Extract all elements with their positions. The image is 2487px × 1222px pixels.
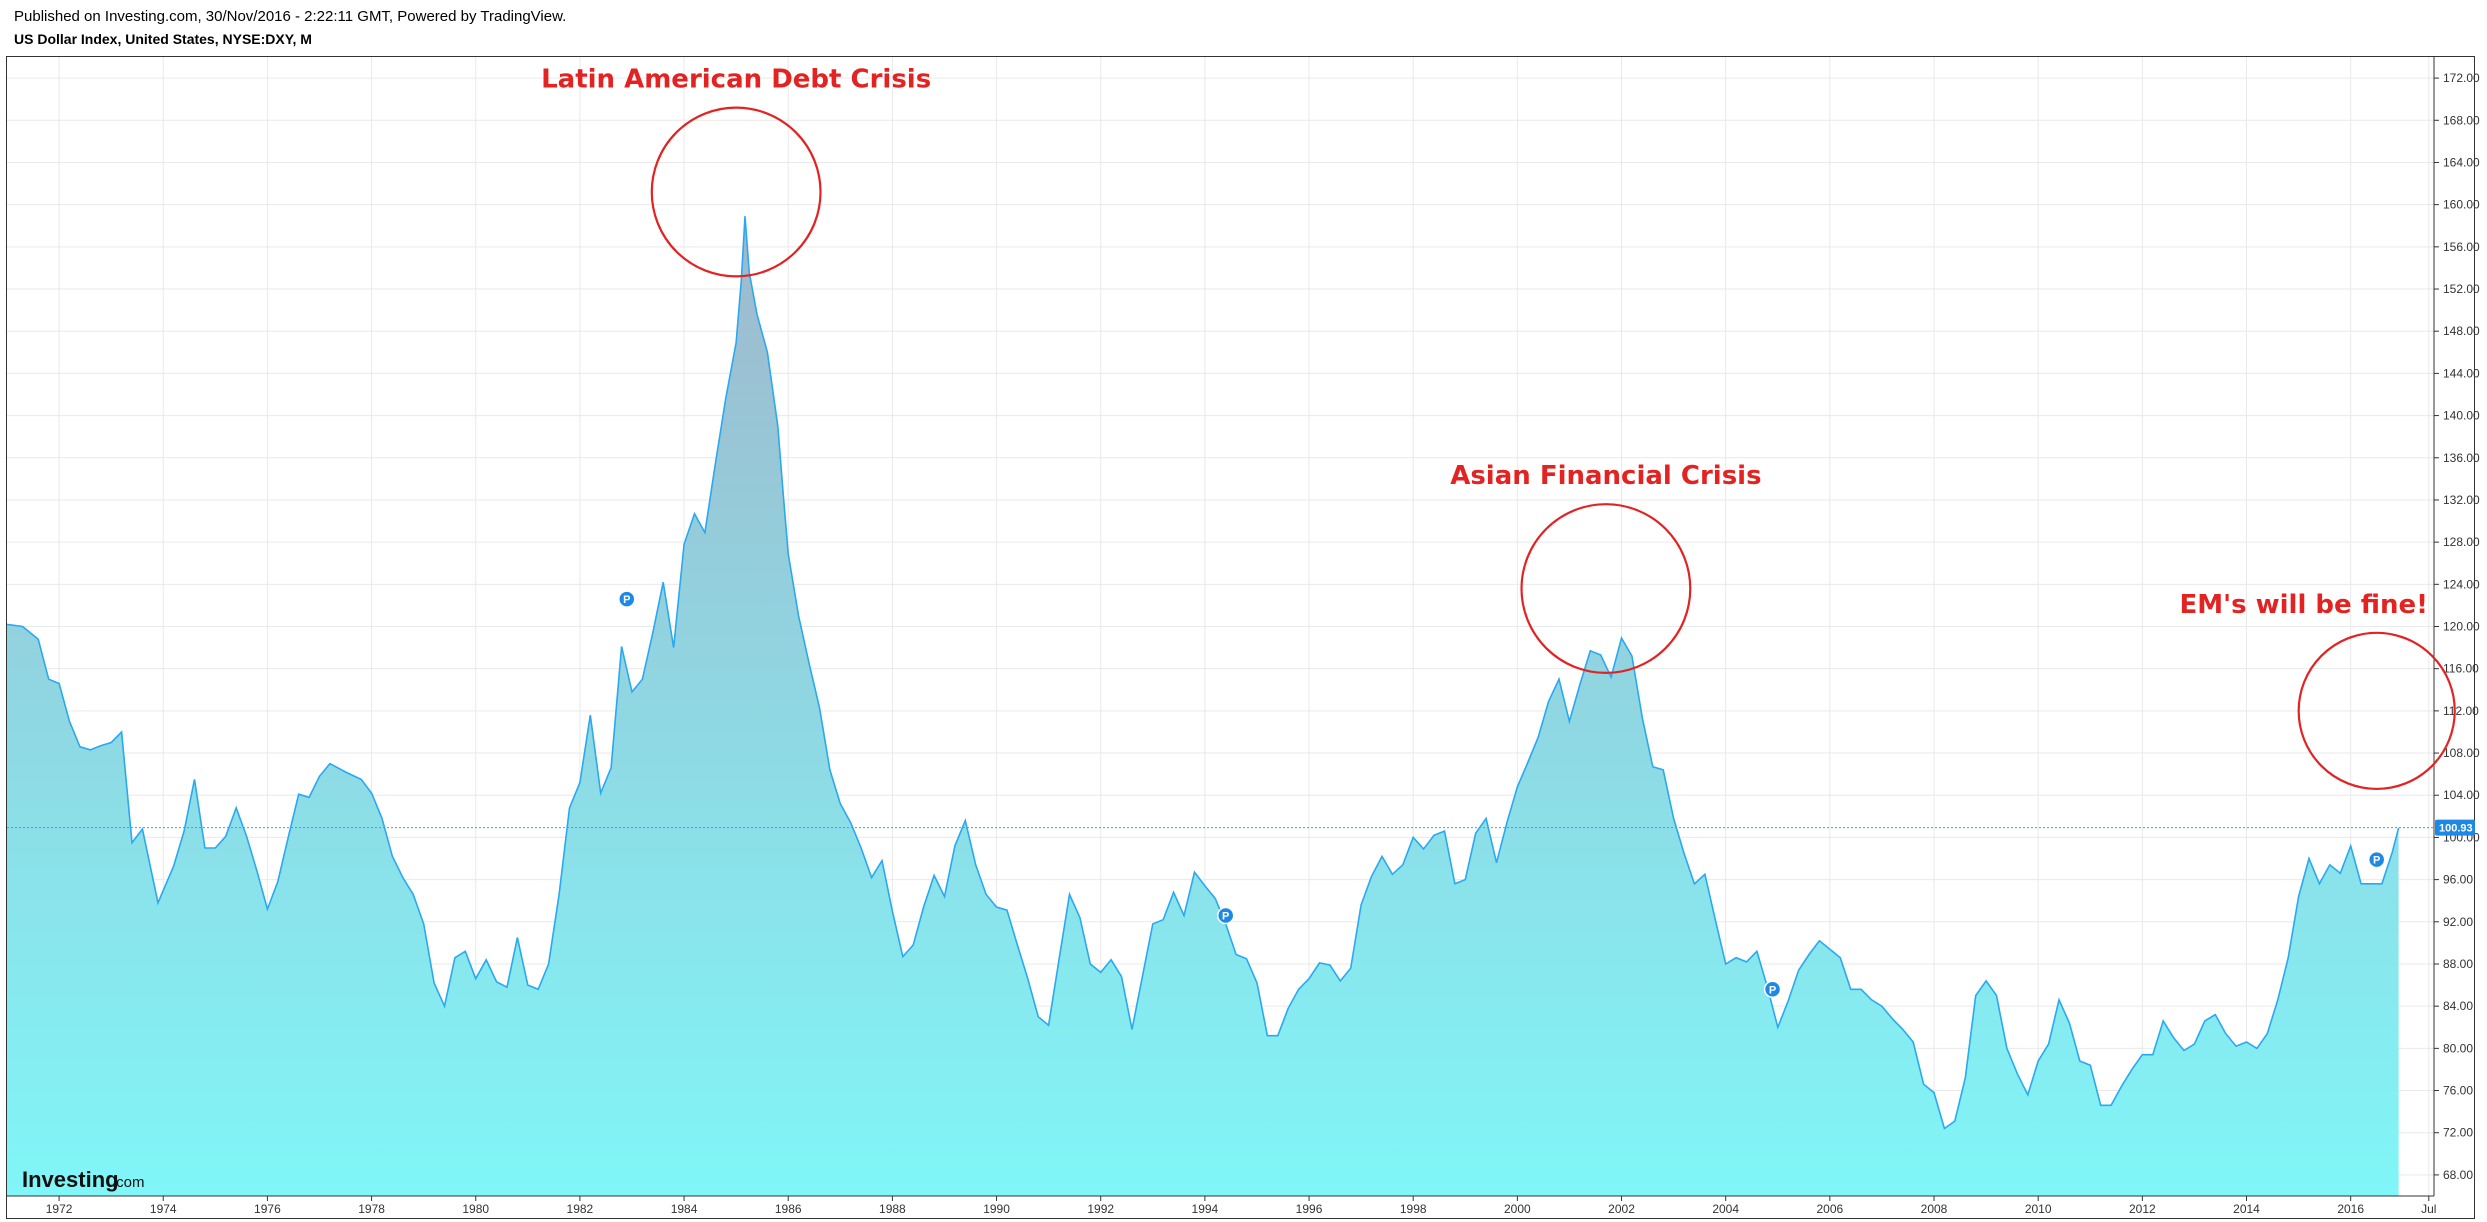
annotation-circle <box>650 106 822 278</box>
event-marker-label: P <box>1222 910 1229 922</box>
price-tick-label: 128.00 <box>2443 535 2480 549</box>
time-tick-label: 1978 <box>358 1202 385 1216</box>
price-tick-label: 148.00 <box>2443 324 2480 338</box>
time-tick-label: 1984 <box>671 1202 698 1216</box>
price-tick-label: 124.00 <box>2443 577 2480 591</box>
price-tick-label: 84.00 <box>2443 999 2473 1013</box>
annotation-label: Asian Financial Crisis <box>1450 461 1761 491</box>
price-tick-label: 88.00 <box>2443 957 2473 971</box>
time-tick-label: 1988 <box>879 1202 906 1216</box>
event-marker-dot <box>2367 850 2386 869</box>
time-tick-label: 2008 <box>1921 1202 1948 1216</box>
time-tick-label: 1998 <box>1400 1202 1427 1216</box>
price-tick-label: 132.00 <box>2443 493 2480 507</box>
symbol-title: US Dollar Index, United States, NYSE:DXY… <box>14 31 312 47</box>
price-tick-label: 72.00 <box>2443 1126 2473 1140</box>
time-tick-label: 1976 <box>254 1202 281 1216</box>
annotation-label: Latin American Debt Crisis <box>541 65 931 95</box>
price-tick-label: 168.00 <box>2443 113 2480 127</box>
event-marker-dot <box>1216 906 1235 925</box>
annotation-circle <box>1520 503 1692 675</box>
price-tick-label: 160.00 <box>2443 198 2480 212</box>
annotation-label: EM's will be fine! <box>2180 590 2429 620</box>
price-tick-label: 144.00 <box>2443 366 2480 380</box>
time-axis: 1972 1974 1976 1978 1980 1982 1984 1986 1988 1990… <box>46 1196 2436 1216</box>
time-tick-label: 1980 <box>462 1202 489 1216</box>
price-tick-label: 152.00 <box>2443 282 2480 296</box>
time-tick-label: 1992 <box>1087 1202 1114 1216</box>
time-tick-label: 2002 <box>1608 1202 1635 1216</box>
event-markers: P P P P <box>618 590 2386 999</box>
annotations: Latin American Debt Crisis Asian Financia… <box>541 65 2456 791</box>
logo-main: Investing <box>22 1167 119 1192</box>
time-tick-label: 1974 <box>150 1202 177 1216</box>
time-tick-label: 2016 <box>2337 1202 2364 1216</box>
time-tick-label: 1986 <box>775 1202 802 1216</box>
price-tick-label: 172.00 <box>2443 71 2480 85</box>
time-tick-label: 1994 <box>1192 1202 1219 1216</box>
price-tick-label: 164.00 <box>2443 155 2480 169</box>
last-price-value: 100.93 <box>2439 823 2473 835</box>
price-tick-label: 112.00 <box>2443 704 2479 718</box>
time-tick-label: 2012 <box>2129 1202 2156 1216</box>
event-marker[interactable]: P <box>1216 906 1235 925</box>
price-axis: 68.00 72.00 76.00 80.00 84.00 88.00 92.00 96.00… <box>2434 71 2480 1182</box>
time-tick-label: 2010 <box>2025 1202 2052 1216</box>
event-marker[interactable]: P <box>618 590 636 608</box>
time-tick-label: 2000 <box>1504 1202 1531 1216</box>
time-tick-label: 1972 <box>46 1202 73 1216</box>
price-tick-label: 68.00 <box>2443 1168 2473 1182</box>
time-tick-label: 1996 <box>1296 1202 1323 1216</box>
price-line <box>6 216 2400 1130</box>
event-marker[interactable]: P <box>1763 980 1782 999</box>
price-tick-label: 156.00 <box>2443 240 2480 254</box>
time-tick-label: 2004 <box>1712 1202 1739 1216</box>
annotation-circle <box>2297 631 2456 791</box>
time-tick-label: 1990 <box>983 1202 1010 1216</box>
price-tick-label: 76.00 <box>2443 1084 2473 1098</box>
last-price-label: 100.93 <box>2435 819 2475 836</box>
price-tick-label: 96.00 <box>2443 873 2473 887</box>
event-marker-label: P <box>1769 984 1776 996</box>
publish-info: Published on Investing.com, 30/Nov/2016 … <box>14 8 567 25</box>
time-tick-label: 2014 <box>2233 1202 2260 1216</box>
logo-suffix: .com <box>112 1174 145 1191</box>
price-tick-label: 92.00 <box>2443 915 2473 929</box>
price-tick-label: 116.00 <box>2443 662 2479 676</box>
price-tick-label: 120.00 <box>2443 620 2480 634</box>
event-marker-dot <box>1763 980 1782 999</box>
investing-logo: Investing .com <box>22 1167 145 1192</box>
time-tick-label: 1982 <box>567 1202 594 1216</box>
price-tick-label: 80.00 <box>2443 1041 2473 1055</box>
event-marker-dot <box>618 590 636 608</box>
chart-frame <box>6 56 2475 1219</box>
price-tick-label: 136.00 <box>2443 451 2480 465</box>
time-tick-label: Jul <box>2421 1202 2436 1216</box>
price-area <box>7 216 2399 1196</box>
price-tick-label: 108.00 <box>2443 746 2480 760</box>
price-tick-label: 104.00 <box>2443 788 2480 802</box>
event-marker-label: P <box>623 594 630 606</box>
event-marker-label: P <box>2373 855 2380 867</box>
event-marker[interactable]: P <box>2367 850 2386 869</box>
time-tick-label: 2006 <box>1817 1202 1844 1216</box>
price-tick-label: 140.00 <box>2443 409 2480 423</box>
